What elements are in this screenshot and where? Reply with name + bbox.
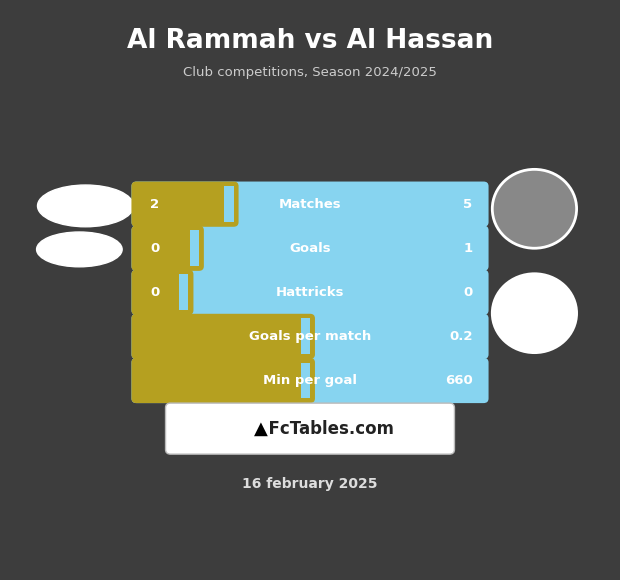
FancyBboxPatch shape: [166, 403, 454, 454]
Text: Goals per match: Goals per match: [249, 330, 371, 343]
FancyBboxPatch shape: [131, 314, 315, 359]
Text: ▲: ▲: [254, 419, 267, 438]
FancyBboxPatch shape: [131, 270, 489, 315]
FancyBboxPatch shape: [131, 226, 204, 271]
Bar: [301, 362, 310, 398]
Bar: [301, 318, 310, 354]
Text: Goals: Goals: [289, 242, 331, 255]
Circle shape: [492, 274, 577, 353]
Ellipse shape: [38, 185, 134, 227]
Text: 16 february 2025: 16 february 2025: [242, 477, 378, 491]
FancyBboxPatch shape: [131, 270, 193, 315]
FancyBboxPatch shape: [131, 358, 315, 403]
FancyBboxPatch shape: [131, 226, 489, 271]
Text: Al Rammah vs Al Hassan: Al Rammah vs Al Hassan: [127, 28, 493, 53]
Text: 5: 5: [463, 198, 472, 211]
Bar: [190, 230, 199, 266]
Text: 1: 1: [463, 242, 472, 255]
Text: Club competitions, Season 2024/2025: Club competitions, Season 2024/2025: [183, 66, 437, 79]
FancyBboxPatch shape: [131, 358, 489, 403]
Text: 2: 2: [150, 198, 159, 211]
Text: 0: 0: [150, 242, 159, 255]
Text: FcTables.com: FcTables.com: [257, 419, 394, 438]
FancyBboxPatch shape: [131, 182, 489, 227]
Ellipse shape: [37, 232, 122, 267]
Text: Hattricks: Hattricks: [276, 286, 344, 299]
Bar: [224, 186, 234, 222]
Text: 0: 0: [150, 286, 159, 299]
Text: Matches: Matches: [278, 198, 342, 211]
Bar: [179, 274, 188, 310]
Circle shape: [492, 169, 577, 248]
FancyBboxPatch shape: [131, 314, 489, 359]
Text: 660: 660: [445, 374, 472, 387]
Text: Min per goal: Min per goal: [263, 374, 357, 387]
Text: 0: 0: [463, 286, 472, 299]
FancyBboxPatch shape: [131, 182, 239, 227]
Text: 0.2: 0.2: [449, 330, 472, 343]
